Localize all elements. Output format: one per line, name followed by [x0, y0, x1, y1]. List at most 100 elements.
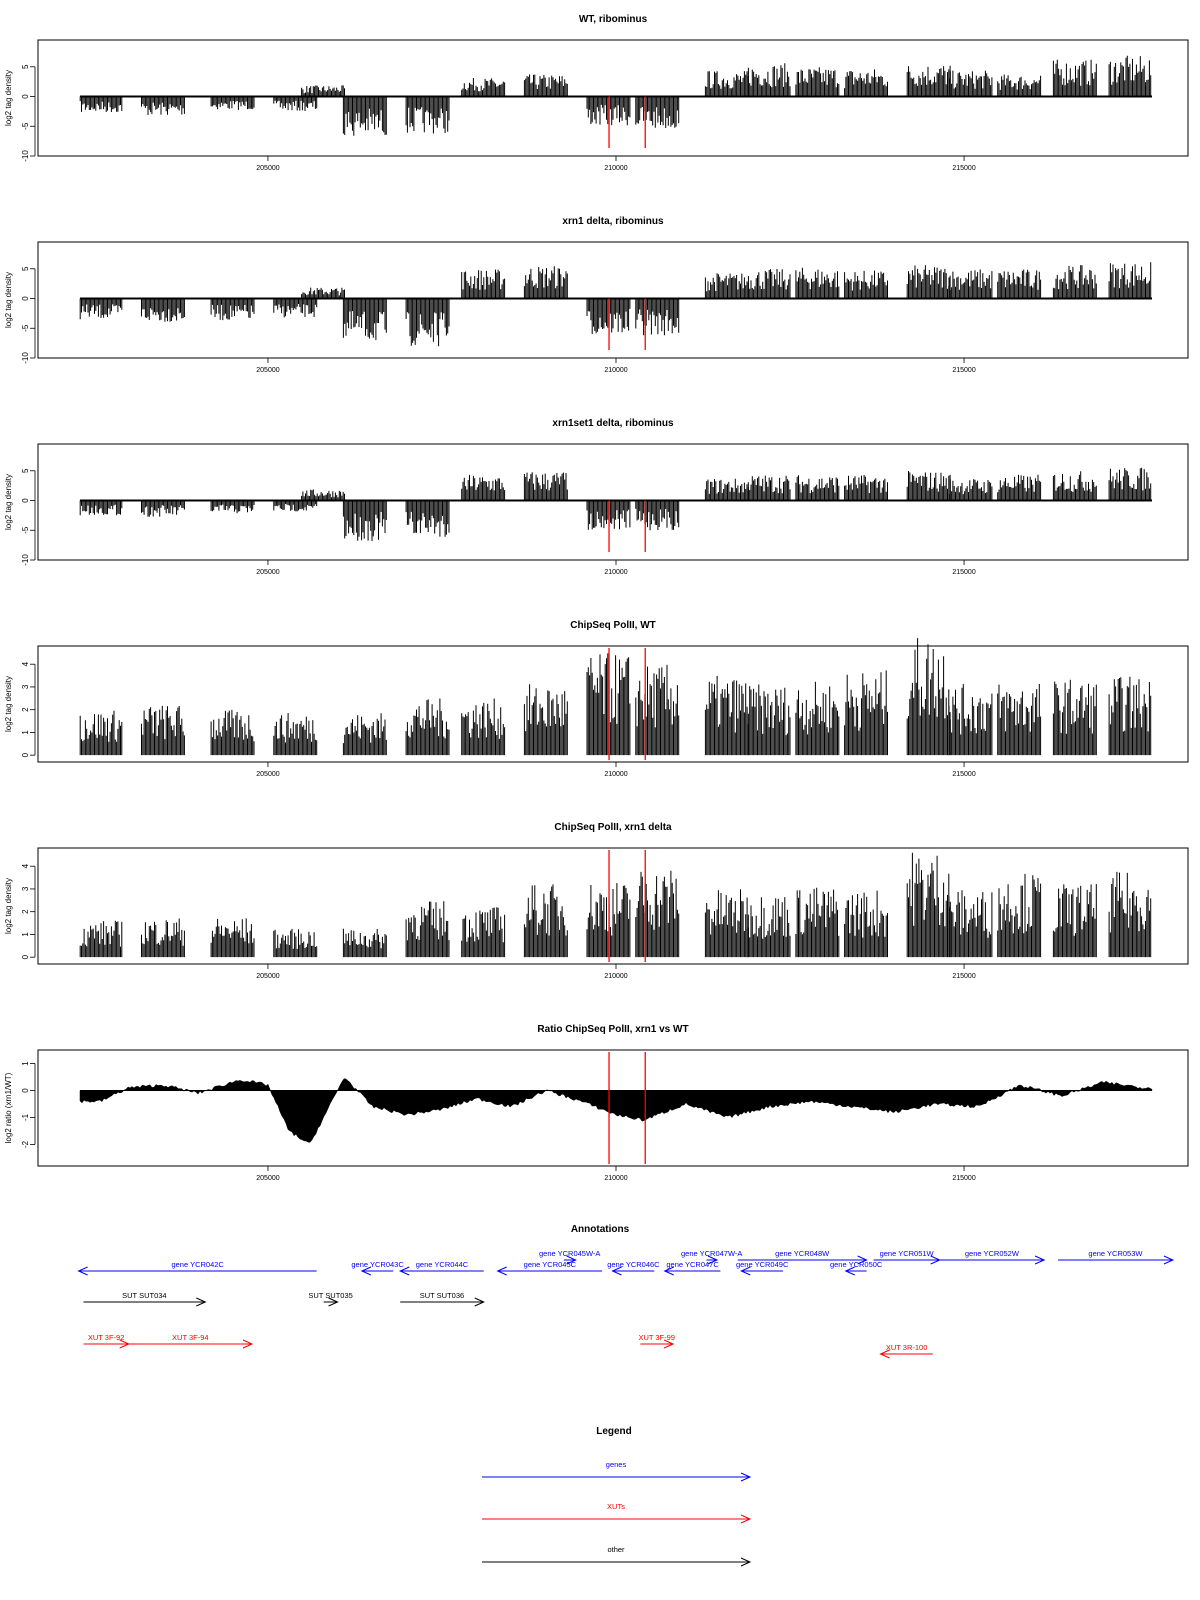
data-bar-group [210, 709, 255, 756]
data-bar-group [523, 74, 568, 97]
data-bar-group [746, 63, 791, 97]
data-bar-group [405, 901, 450, 958]
plot-frame [37, 443, 1189, 561]
data-bar-group [141, 96, 185, 115]
y-tick-label: -10 [21, 352, 30, 364]
annotation-arrow-head [242, 1339, 254, 1349]
feature-label: gene YCR047C [666, 1260, 719, 1269]
x-tick-label: 210000 [604, 973, 627, 980]
y-tick-label: 0 [21, 954, 30, 959]
data-bar-group [1052, 471, 1097, 501]
data-bar-group [273, 500, 318, 512]
feature-label: gene YCR048W [775, 1249, 830, 1258]
data-bar-group [635, 870, 680, 958]
chart-title: WT, ribominus [579, 14, 648, 25]
data-bar-group [997, 684, 1042, 756]
chart-panel-2: xrn1 delta, ribominus -10 -5 0 5 log2 tag den… [4, 216, 1189, 374]
data-bar-group [704, 273, 749, 299]
data-bar-group [342, 928, 387, 958]
x-tick-label: 215000 [952, 771, 975, 778]
feature-label: XUT 3F-99 [638, 1333, 675, 1342]
data-bar-group [342, 298, 387, 341]
data-bar-group [635, 298, 680, 336]
y-tick-label: 0 [21, 752, 30, 757]
feature-arrow [400, 1297, 485, 1307]
data-bar-group [405, 500, 450, 537]
data-bar-group [523, 472, 568, 501]
feature-arrow [1058, 1255, 1175, 1265]
data-bar-group [273, 96, 318, 111]
data-bar-group [141, 705, 185, 756]
y-axis-label: log2 tag density [4, 878, 13, 934]
chart-panel-4: ChipSeq PolII, WT 0 1 2 3 4 log2 tag density 20… [4, 620, 1189, 778]
y-tick-label: 0 [21, 296, 30, 301]
feature-arrow [128, 1339, 254, 1349]
data-bar-group [746, 684, 791, 756]
feature-arrow [77, 1266, 317, 1276]
y-tick-label: -5 [21, 324, 30, 332]
feature-label: gene YCR045C [524, 1260, 577, 1269]
data-bar-group [635, 96, 680, 128]
data-bar-group [79, 298, 123, 320]
data-bar-group [586, 883, 631, 958]
y-tick-label: -1 [21, 1113, 30, 1121]
x-tick-label: 215000 [952, 367, 975, 374]
data-bar-group [906, 65, 951, 97]
data-bar-group [795, 67, 840, 97]
y-tick-label: 0 [21, 1088, 30, 1093]
feature-label: gene YCR043C [351, 1260, 404, 1269]
plot-frame [37, 847, 1189, 965]
data-bar-group [586, 298, 631, 334]
feature-label: SUT SUT034 [122, 1291, 166, 1300]
annotation-arrow-head [566, 1255, 577, 1265]
data-bar-group [1108, 676, 1152, 756]
data-bar-group [1052, 679, 1097, 756]
annotation-arrow-head [196, 1297, 207, 1307]
data-bar-group [1052, 884, 1097, 958]
data-bar-group [1108, 55, 1152, 97]
annotation-arrow-head [740, 1472, 752, 1482]
data-bar-group [1108, 467, 1152, 501]
data-bar-group [586, 653, 631, 756]
data-track [79, 262, 1152, 347]
feature-arrow [939, 1255, 1046, 1265]
data-bar-group [523, 684, 568, 756]
y-tick-label: 1 [21, 1061, 30, 1066]
feature-label: XUT 3R-100 [886, 1343, 928, 1352]
plot-frame [37, 645, 1189, 763]
annotation-arrow-head [740, 1266, 751, 1276]
annotation-arrow-head [844, 1266, 855, 1276]
feature-arrow [360, 1266, 394, 1276]
y-tick-label: -5 [21, 526, 30, 534]
data-bar-group [1052, 265, 1097, 299]
data-bar-group [1108, 262, 1152, 299]
data-bar-group [141, 918, 185, 958]
legend-entry-label: XUTs [607, 1502, 625, 1511]
y-axis-label: log2 tag density [4, 70, 13, 126]
feature-label: XUT 3F-94 [172, 1333, 209, 1342]
data-bar-group [1052, 59, 1097, 97]
feature-label: gene YCR050C [830, 1260, 883, 1269]
legend-title: Legend [596, 1426, 632, 1437]
feature-arrow [740, 1266, 784, 1276]
feature-label: gene YCR051W [880, 1249, 935, 1258]
feature-label: gene YCR047W-A [681, 1249, 742, 1258]
annotation-arrow-head [119, 1339, 130, 1349]
data-bar-group [795, 267, 840, 299]
feature-label: SUT SUT035 [308, 1291, 352, 1300]
y-tick-label: -2 [21, 1140, 30, 1148]
y-tick-label: 1 [21, 932, 30, 937]
y-tick-label: 4 [21, 863, 30, 868]
y-tick-label: -10 [21, 554, 30, 566]
annotation-arrow-head [1034, 1255, 1046, 1265]
feature-arrow [737, 1255, 868, 1265]
data-bar-group [210, 500, 255, 514]
feature-arrow [83, 1339, 130, 1349]
feature-arrow [663, 1266, 721, 1276]
feature-label: gene YCR052W [965, 1249, 1020, 1258]
annotation-arrow-head [77, 1266, 88, 1276]
data-track [79, 467, 1152, 542]
chart-title: xrn1set1 delta, ribominus [552, 418, 674, 429]
annotation-arrow-head [930, 1255, 941, 1265]
